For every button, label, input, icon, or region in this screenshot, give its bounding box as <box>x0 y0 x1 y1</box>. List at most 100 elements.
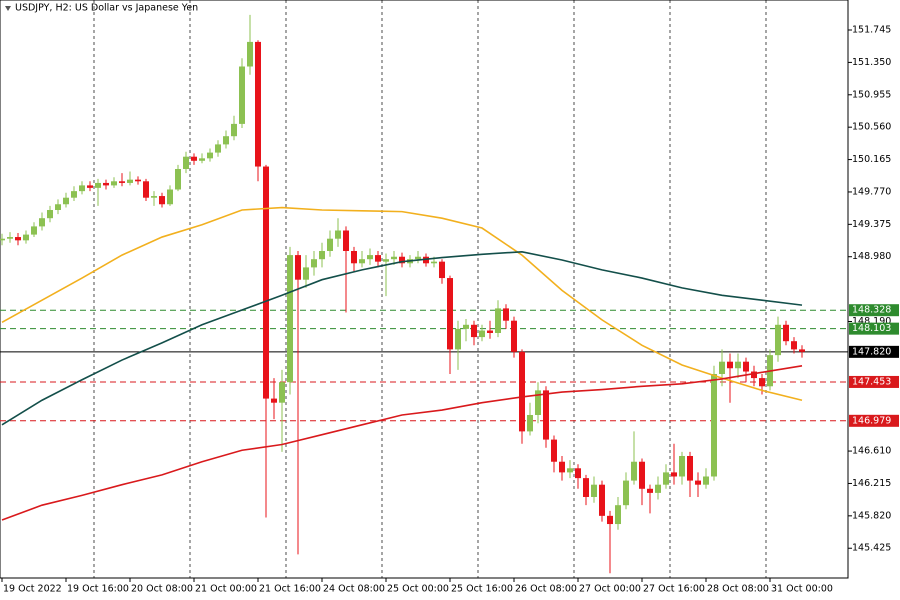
candle-body <box>351 250 357 264</box>
candle-body <box>191 156 197 161</box>
candle-body <box>343 230 349 251</box>
price-level-box <box>849 375 899 388</box>
candle-body <box>103 182 109 186</box>
candle-body <box>471 324 477 338</box>
x-tick-label: 21 Oct 16:00 <box>259 584 321 595</box>
candle-body <box>631 461 637 481</box>
candle-body <box>303 267 309 280</box>
candle-body <box>391 256 397 260</box>
candle-body <box>223 136 229 145</box>
candle-body <box>751 371 757 379</box>
candle-body <box>295 255 301 280</box>
candle-body <box>463 324 469 329</box>
candle-body <box>727 361 733 369</box>
candle-body <box>431 261 437 264</box>
candle-body <box>79 185 85 192</box>
candle-body <box>383 259 389 262</box>
y-tick-label: 151.745 <box>852 25 891 36</box>
candle-body <box>735 361 741 369</box>
candle-body <box>575 468 581 479</box>
candle-body <box>143 181 149 198</box>
x-tick-label: 26 Oct 08:00 <box>515 584 577 595</box>
candle-body <box>111 181 117 186</box>
candle-body <box>311 259 317 268</box>
y-tick-label: 150.955 <box>852 89 891 100</box>
candle-body <box>95 182 101 188</box>
candle-body <box>479 330 485 338</box>
moving-average <box>1 365 803 521</box>
y-tick-label: 151.350 <box>852 57 891 68</box>
candle-body <box>55 204 61 210</box>
candle-body <box>23 234 29 241</box>
candle-body <box>495 308 501 333</box>
x-tick-label: 25 Oct 16:00 <box>451 584 513 595</box>
candle-body <box>31 226 37 235</box>
x-tick-label: 25 Oct 00:00 <box>387 584 449 595</box>
candle-body <box>63 197 69 205</box>
y-tick-label: 150.165 <box>852 154 891 165</box>
candle-body <box>231 123 237 137</box>
candle-body <box>175 168 181 190</box>
price-level-label: 147.453 <box>852 376 891 387</box>
x-tick-label: 28 Oct 08:00 <box>707 584 769 595</box>
candle-body <box>7 237 13 239</box>
x-tick-label: 27 Oct 00:00 <box>579 584 641 595</box>
candle-body <box>703 476 709 485</box>
candle-body <box>87 185 93 188</box>
plot-frame <box>0 0 849 579</box>
candle-body <box>319 250 325 260</box>
candle-body <box>439 261 445 279</box>
candle-body <box>583 478 589 497</box>
moving-average <box>1 251 803 426</box>
candle-body <box>183 156 189 169</box>
y-tick-label: 148.980 <box>852 251 891 262</box>
candle-body <box>151 196 157 198</box>
y-tick-label: 148.190 <box>852 316 891 327</box>
candle-body <box>695 480 701 485</box>
candle-body <box>215 144 221 153</box>
candle-body <box>615 505 621 525</box>
candle-body <box>591 484 597 497</box>
candle-body <box>559 461 565 473</box>
candle-body <box>487 330 493 333</box>
candle-body <box>639 461 645 489</box>
x-tick-label: 24 Oct 08:00 <box>323 584 385 595</box>
candle-body <box>663 472 669 485</box>
candle-body <box>687 455 693 481</box>
candle-body <box>135 179 141 182</box>
candle-body <box>551 439 557 462</box>
candle-body <box>15 237 21 241</box>
price-level-label: 148.328 <box>852 305 891 316</box>
candle-body <box>783 324 789 342</box>
candle-body <box>239 66 245 124</box>
price-level-box <box>849 345 899 358</box>
chart-title: USDJPY, H2: US Dollar vs Japanese Yen <box>15 3 198 14</box>
candle-body <box>39 218 45 227</box>
price-level-label: 147.820 <box>852 346 891 357</box>
candle-body <box>375 255 381 262</box>
candle-body <box>247 41 253 67</box>
candle-body <box>743 361 749 372</box>
y-tick-label: 150.560 <box>852 122 891 133</box>
candle-body <box>167 189 173 205</box>
candle-body <box>679 455 685 477</box>
candle-body <box>399 256 405 264</box>
candle-body <box>599 484 605 516</box>
symbol-icon <box>5 6 11 11</box>
x-tick-label: 21 Oct 00:00 <box>195 584 257 595</box>
x-tick-label: 27 Oct 16:00 <box>643 584 705 595</box>
moving-average <box>1 206 803 402</box>
candle-body <box>207 152 213 159</box>
candle-body <box>0 238 5 241</box>
candle-body <box>455 328 461 350</box>
candle-body <box>711 373 717 477</box>
candle-body <box>519 351 525 432</box>
price-level-box <box>849 304 899 317</box>
candle-body <box>255 41 261 167</box>
x-tick-label: 31 Oct 00:00 <box>771 584 833 595</box>
candle-body <box>543 390 549 440</box>
candle-body <box>623 480 629 506</box>
candle-body <box>119 181 125 183</box>
candle-body <box>199 158 205 161</box>
